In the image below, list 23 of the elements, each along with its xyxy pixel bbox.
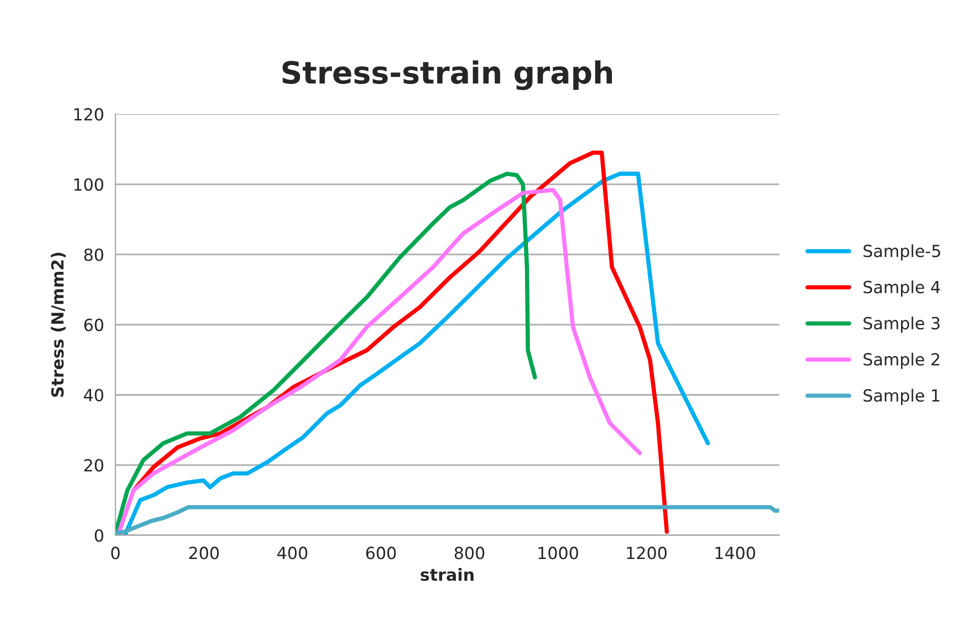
x-tick-label: 200 xyxy=(189,546,219,560)
y-axis-title: Stress (N/mm2) xyxy=(50,252,66,397)
legend-label: Sample 1 xyxy=(864,388,940,405)
y-tick-label: 120 xyxy=(74,108,104,121)
x-tick-label: 1400 xyxy=(716,546,756,560)
y-tick-label: 20 xyxy=(84,459,104,472)
legend-label: Sample 4 xyxy=(864,280,940,297)
legend-label: Sample 2 xyxy=(864,352,940,369)
x-tick-label: 1000 xyxy=(538,546,578,560)
y-tick-label: 80 xyxy=(84,248,104,262)
y-tick-label: 60 xyxy=(84,318,104,332)
x-tick-label: 0 xyxy=(111,546,120,560)
chart-title: Stress-strain graph xyxy=(282,60,612,90)
x-tick-label: 400 xyxy=(277,546,308,560)
legend-label: Sample-5 xyxy=(864,244,940,260)
legend-label: Sample 3 xyxy=(864,316,940,333)
x-tick-label: 800 xyxy=(454,546,484,560)
y-tick-label: 40 xyxy=(84,388,104,402)
x-axis-title: strain xyxy=(420,568,474,581)
y-tick-label: 100 xyxy=(74,178,104,191)
x-tick-label: 1200 xyxy=(627,546,667,560)
y-tick-label: 0 xyxy=(94,529,104,542)
x-tick-label: 600 xyxy=(366,546,396,560)
